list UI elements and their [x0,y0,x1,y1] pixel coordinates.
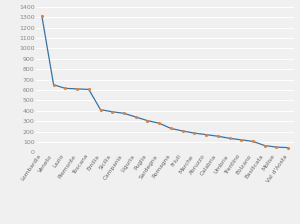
Point [274,145,279,149]
Point [286,146,290,149]
Point [40,14,44,18]
Point [63,86,68,90]
Point [192,131,197,135]
Point [262,144,267,147]
Point [239,138,244,142]
Point [145,119,150,122]
Point [122,112,126,115]
Point [250,140,255,143]
Point [169,127,173,130]
Point [133,115,138,119]
Point [157,121,161,125]
Point [215,134,220,138]
Point [180,129,185,133]
Point [98,108,103,112]
Point [51,83,56,86]
Point [110,110,115,114]
Point [227,136,232,140]
Point [75,87,80,91]
Point [86,88,91,91]
Point [204,133,208,136]
